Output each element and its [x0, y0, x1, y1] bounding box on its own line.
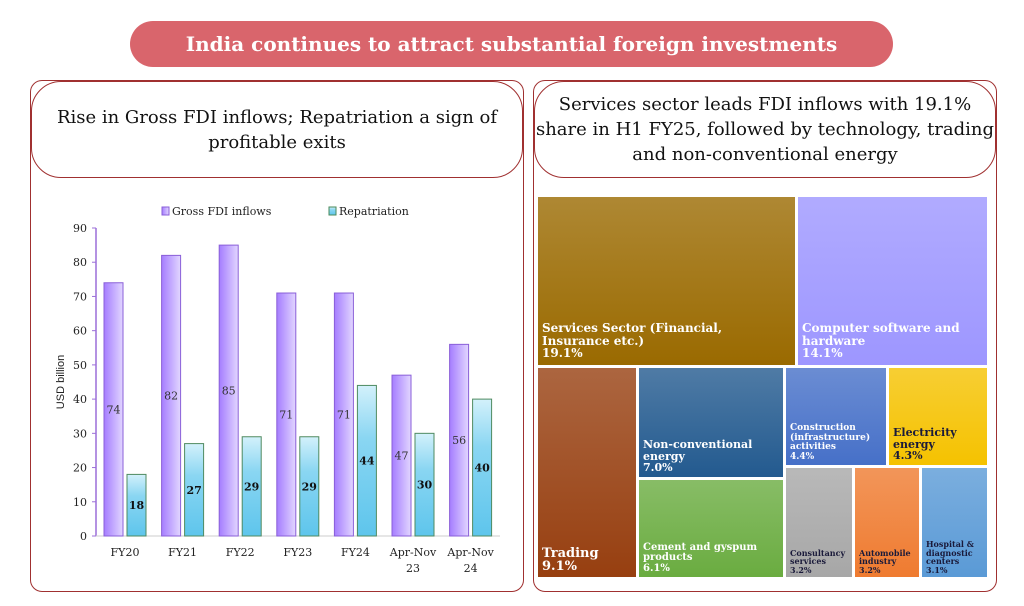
- treemap-tile-name: Automobile industry: [859, 547, 911, 567]
- legend-label-repatriation: Repatriation: [339, 205, 409, 218]
- treemap-tile-name: Trading: [542, 545, 599, 561]
- x-tick-label: 24: [464, 562, 478, 575]
- treemap-tile-value: 9.1%: [542, 559, 577, 575]
- treemap-tile-name: Cement and gyspum products: [643, 541, 758, 563]
- bar-repatriation: [472, 398, 493, 537]
- data-label-repatriation: 30: [417, 479, 433, 492]
- treemap-tile: Construction (infrastructure) activities…: [785, 367, 887, 466]
- data-label-gross: 71: [337, 409, 351, 422]
- bar-repatriation: [126, 473, 147, 537]
- treemap-tile: Computer software and hardware 14.1%: [797, 196, 988, 366]
- treemap-tile-name: Electricity energy: [893, 426, 957, 451]
- bar-repatriation: [414, 432, 435, 537]
- y-tick-label: 70: [73, 290, 87, 303]
- treemap-tile: Trading 9.1%: [537, 367, 637, 578]
- treemap-tile-name: Non-conventional energy: [643, 438, 753, 463]
- bar-gross-fdi: [103, 282, 124, 537]
- bar-gross-fdi: [276, 292, 297, 537]
- treemap-tile-value: 14.1%: [802, 346, 843, 361]
- y-tick-label: 20: [73, 462, 87, 475]
- y-tick-label: 90: [73, 222, 87, 235]
- bar-repatriation: [184, 443, 205, 537]
- left-panel-title: Rise in Gross FDI inflows; Repatriation …: [31, 81, 523, 178]
- sector-share-panel: Services sector leads FDI inflows with 1…: [533, 80, 997, 592]
- treemap-tile-value: 3.1%: [926, 564, 948, 575]
- y-tick-label: 50: [73, 359, 87, 372]
- y-tick-label: 30: [73, 427, 87, 440]
- bar-repatriation: [356, 384, 377, 537]
- treemap-tile: Electricity energy 4.3%: [888, 367, 988, 466]
- main-title-banner: India continues to attract substantial f…: [130, 21, 893, 67]
- treemap-tile: Hospital & diagnostic centers 3.1%: [921, 467, 988, 578]
- data-label-repatriation: 29: [244, 480, 259, 493]
- x-tick-label: FY23: [283, 546, 312, 559]
- bar-gross-fdi: [333, 292, 354, 537]
- legend-swatch-repatriation: [328, 206, 337, 216]
- data-label-repatriation: 40: [474, 462, 490, 475]
- data-label-repatriation: 18: [129, 499, 145, 512]
- y-tick-label: 80: [73, 256, 87, 269]
- bar-gross-fdi: [449, 343, 470, 537]
- treemap-tile-name: Hospital & diagnostic centers: [926, 539, 974, 567]
- data-label-gross: 74: [107, 403, 121, 416]
- data-label-repatriation: 27: [186, 484, 201, 497]
- treemap-tile: Consultancy services 3.2%: [785, 467, 853, 578]
- x-tick-label: FY21: [168, 546, 197, 559]
- treemap-tile: Non-conventional energy 7.0%: [638, 367, 784, 478]
- bar-gross-fdi: [218, 244, 239, 537]
- x-tick-label: Apr-Nov: [389, 546, 437, 559]
- treemap-tile-name: Computer software and hardware: [802, 321, 960, 348]
- treemap-tile: Services Sector (Financial, Insurance et…: [537, 196, 796, 366]
- treemap-tile: Automobile industry 3.2%: [854, 467, 920, 578]
- y-tick-label: 60: [73, 325, 87, 338]
- data-label-gross: 82: [164, 390, 178, 403]
- bar-gross-fdi: [391, 374, 412, 537]
- treemap-tile-name: Construction (infrastructure) activities: [790, 423, 871, 453]
- data-label-gross: 85: [222, 385, 236, 398]
- y-axis-label: USD billion: [55, 355, 67, 409]
- legend-label-gross: Gross FDI inflows: [172, 205, 272, 218]
- treemap-tile-value: 4.3%: [893, 449, 923, 463]
- bar-gross-fdi: [161, 254, 182, 537]
- x-tick-label: FY22: [226, 546, 255, 559]
- x-tick-label: FY24: [341, 546, 370, 559]
- data-label-repatriation: 44: [359, 455, 375, 468]
- treemap-tile-value: 3.2%: [859, 564, 881, 575]
- treemap-tile-value: 7.0%: [643, 461, 673, 475]
- data-label-gross: 47: [395, 450, 409, 463]
- data-label-gross: 56: [452, 434, 466, 447]
- data-label-repatriation: 29: [302, 480, 317, 493]
- legend-swatch-gross: [161, 206, 170, 216]
- treemap-tile-value: 4.4%: [790, 451, 815, 462]
- bar-repatriation: [241, 436, 262, 537]
- fdi-inflows-panel: Rise in Gross FDI inflows; Repatriation …: [30, 80, 524, 592]
- treemap-tile-value: 3.2%: [790, 564, 812, 575]
- y-tick-label: 0: [80, 530, 87, 543]
- y-tick-label: 40: [73, 393, 87, 406]
- right-panel-title: Services sector leads FDI inflows with 1…: [534, 81, 996, 178]
- bar-repatriation: [299, 436, 320, 537]
- x-tick-label: 23: [406, 562, 420, 575]
- y-tick-label: 10: [73, 496, 87, 509]
- treemap-tile-value: 19.1%: [542, 346, 583, 361]
- x-tick-label: FY20: [111, 546, 140, 559]
- treemap-tile-value: 6.1%: [643, 562, 670, 574]
- treemap-tile: Cement and gyspum products 6.1%: [638, 479, 784, 578]
- x-tick-label: Apr-Nov: [446, 546, 494, 559]
- treemap-tile-name: Consultancy services: [790, 547, 846, 567]
- data-label-gross: 71: [279, 409, 293, 422]
- fdi-bar-chart: 0 10 20 30 40 50 60 70 80 90 USD billion Gross FDI …: [55, 205, 500, 575]
- treemap-tile-name: Services Sector (Financial, Insurance et…: [542, 321, 723, 348]
